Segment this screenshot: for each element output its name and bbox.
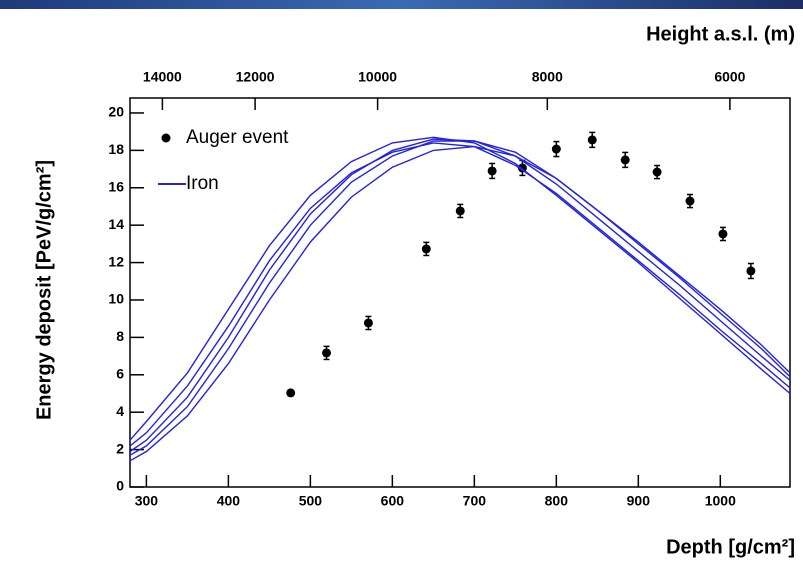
y-tick-label: 10 [108,291,124,307]
x2-tick-label: 6000 [714,69,745,85]
data-point [363,318,373,328]
x2-tick-label: 8000 [532,69,563,85]
x-tick-label: 800 [545,493,569,509]
legend-label: Iron [186,173,219,194]
data-point [587,135,597,145]
iron-curve [129,136,791,441]
iron-curve [129,142,791,447]
iron-curve [129,140,791,456]
y-tick-label: 0 [116,478,124,494]
x2-axis-title: Height a.s.l. (m) [646,23,795,45]
iron-curve [129,138,791,453]
y-tick-label: 16 [108,178,124,194]
legend-label: Auger event [186,127,289,148]
x2-tick-label: 14000 [143,69,182,85]
data-point [718,229,728,239]
legend-marker [161,133,171,143]
x2-tick-label: 12000 [236,69,275,85]
data-point [746,266,756,276]
plot-frame [129,97,791,488]
data-point [685,196,695,206]
data-point [421,244,431,254]
x-tick-label: 600 [381,493,405,509]
x-tick-label: 900 [627,493,651,509]
y-tick-label: 20 [108,104,124,120]
y-tick-label: 8 [116,328,124,344]
y-tick-label: 18 [108,141,124,157]
data-point [286,388,296,398]
y-axis-title: Energy deposit [PeV/g/cm²] [33,160,55,420]
iron-curve [129,145,791,462]
y-tick-label: 6 [116,365,124,381]
banner [0,0,803,9]
data-point [652,167,662,177]
x-tick-label: 1000 [705,493,736,509]
data-point [487,166,497,176]
x-tick-label: 300 [135,493,159,509]
data-point [455,206,465,216]
y-tick-label: 4 [116,403,124,419]
x-tick-label: 400 [217,493,241,509]
y-tick-label: 2 [116,440,124,456]
x-tick-label: 700 [463,493,487,509]
x-tick-label: 500 [299,493,323,509]
y-tick-label: 14 [108,216,124,232]
data-point [322,348,332,358]
y-tick-label: 12 [108,253,124,269]
data-point [620,155,630,165]
x2-tick-label: 10000 [358,69,397,85]
data-point [551,144,561,154]
x-axis-title: Depth [g/cm²] [666,536,795,558]
